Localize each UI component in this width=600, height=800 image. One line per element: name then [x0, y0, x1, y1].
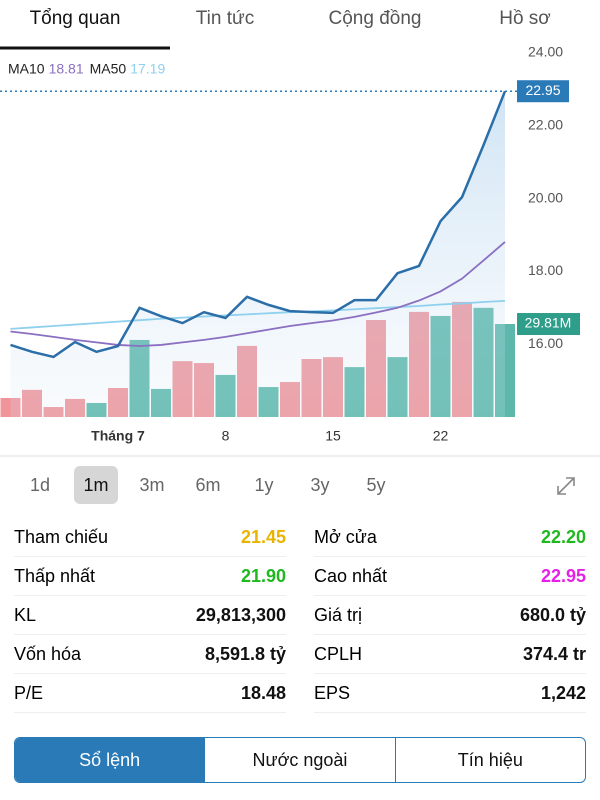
y-tick-label: 22.00: [528, 117, 563, 133]
period-option[interactable]: 1d: [29, 475, 51, 495]
line-0: [10, 90, 507, 359]
chart: 16.00 18.00 20.00 22.00 24.00 Tháng 7 8 15 22 22.…: [0, 44, 600, 457]
stat-label: Thấp nhất: [14, 565, 96, 586]
stat-label: EPS: [314, 682, 351, 703]
stat-value: 22.95: [540, 565, 586, 586]
price-area: [10, 91, 505, 417]
stat-label: Giá trị: [314, 604, 363, 625]
legend-value: 17.19: [130, 61, 165, 77]
period-selector: 1d 1m 3m 6m 1y 3y 5y: [12, 466, 404, 504]
bottom-tab[interactable]: Nước ngoài: [204, 738, 394, 782]
stat-cell: Vốn hóa 8,591.8 tỷ: [14, 635, 286, 674]
period-option[interactable]: 6m: [195, 475, 221, 495]
stat-cell: Cao nhất 22.95: [314, 557, 586, 596]
top-tabs: Tổng quan Tin tức Cộng đồng Hồ sơ: [0, 0, 600, 40]
period-option[interactable]: 1y: [254, 475, 274, 495]
stat-value: 22.20: [540, 526, 586, 547]
price-tag: [517, 80, 569, 103]
stat-label: Vốn hóa: [14, 643, 82, 664]
y-tick-label: 18.00: [528, 262, 563, 278]
stat-cell: P/E 18.48: [14, 674, 286, 713]
stat-label: Mở cửa: [314, 526, 377, 547]
bottom-tab[interactable]: Tín hiệu: [394, 738, 585, 782]
period-option[interactable]: 3m: [139, 475, 165, 495]
line-1: [10, 241, 506, 347]
stat-label: P/E: [14, 682, 44, 703]
stats-row: P/E 18.48 EPS 1,242: [14, 674, 586, 713]
stat-cell: Tham chiếu 21.45: [14, 518, 286, 557]
period-option[interactable]: 3y: [310, 475, 330, 495]
stat-label: KL: [14, 604, 37, 625]
expand-icon[interactable]: [554, 474, 578, 498]
x-tick-label: 15: [325, 428, 341, 444]
stat-cell: Mở cửa 22.20: [314, 518, 586, 557]
tab[interactable]: Hồ sơ: [499, 8, 551, 29]
stat-value: 29,813,300: [195, 604, 286, 625]
stat-value: 18.48: [240, 682, 286, 703]
period-option[interactable]: 5y: [366, 475, 386, 495]
bottom-tabs: Sổ lệnh Nước ngoài Tín hiệu: [14, 737, 586, 783]
y-tick-label: 20.00: [528, 189, 563, 205]
tab[interactable]: Cộng đồng: [328, 8, 422, 29]
stat-value: 374.4 tr: [522, 643, 586, 664]
price-tag-text: 22.95: [525, 82, 560, 98]
stats-row: Thấp nhất 21.90 Cao nhất 22.95: [14, 557, 586, 596]
stat-cell: CPLH 374.4 tr: [314, 635, 586, 674]
stats-row: KL 29,813,300 Giá trị 680.0 tỷ: [14, 596, 586, 635]
stats-table: Tham chiếu 21.45 Mở cửa 22.20 Thấp nhất 21.90…: [14, 518, 586, 713]
y-tick-label: 16.00: [528, 335, 563, 351]
tab[interactable]: Tin tức: [195, 8, 255, 29]
stat-value: 21.90: [240, 565, 286, 586]
stat-cell: Giá trị 680.0 tỷ: [314, 596, 586, 635]
volume-tag: [517, 313, 580, 336]
period-option[interactable]: 1m: [74, 466, 118, 504]
stat-label: Cao nhất: [314, 565, 388, 586]
stat-value: 1,242: [540, 682, 586, 703]
legend-value: 18.81: [49, 61, 84, 77]
legend-name: MA50: [90, 61, 127, 77]
x-tick-label: Tháng 7: [91, 428, 145, 444]
stat-label: Tham chiếu: [14, 526, 109, 547]
tab[interactable]: Tổng quan: [29, 8, 121, 29]
stats-row: Vốn hóa 8,591.8 tỷ CPLH 374.4 tr: [14, 635, 586, 674]
stat-value: 8,591.8 tỷ: [204, 643, 286, 664]
stats-row: Tham chiếu 21.45 Mở cửa 22.20: [14, 518, 586, 557]
y-tick-label: 24.00: [528, 44, 563, 60]
stat-value: 680.0 tỷ: [519, 604, 586, 625]
x-tick-label: 22: [433, 428, 449, 444]
x-tick-label: 8: [222, 428, 230, 444]
stat-cell: EPS 1,242: [314, 674, 586, 713]
stat-cell: Thấp nhất 21.90: [14, 557, 286, 596]
line-2: [10, 299, 506, 330]
stat-value: 21.45: [240, 526, 286, 547]
stat-cell: KL 29,813,300: [14, 596, 286, 635]
bottom-tab[interactable]: Sổ lệnh: [15, 738, 205, 782]
stat-label: CPLH: [314, 643, 363, 664]
volume-tag-text: 29.81M: [525, 315, 572, 331]
legend-name: MA10: [8, 61, 45, 77]
